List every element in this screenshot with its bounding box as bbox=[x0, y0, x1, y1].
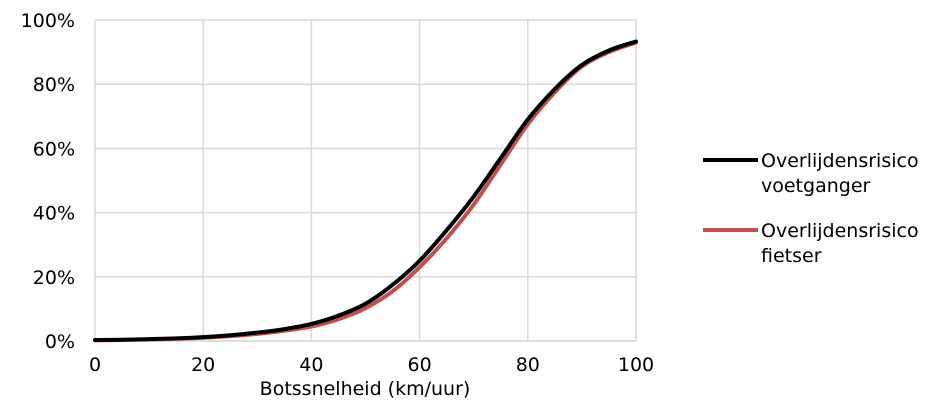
legend-item-fietser: Overlijdensrisico fietser bbox=[703, 220, 919, 267]
legend-item-voetganger: Overlijdensrisico voetganger bbox=[703, 150, 919, 197]
tick-labels: 0% 20% 40% 60% 80% 100% 0 20 40 60 80 100 bbox=[21, 10, 654, 376]
legend: OverlijdensrisicovoetgangerOverlijdensri… bbox=[703, 150, 919, 267]
x-tick-label: 80 bbox=[516, 354, 540, 376]
legend-label: voetganger bbox=[761, 175, 871, 197]
x-tick-label: 40 bbox=[299, 354, 323, 376]
x-tick-label: 0 bbox=[89, 354, 101, 376]
series-lines bbox=[93, 39, 638, 343]
y-tick-label: 100% bbox=[21, 10, 75, 32]
series-line-voetganger bbox=[93, 39, 638, 343]
y-tick-label: 40% bbox=[33, 203, 75, 225]
x-tick-label: 60 bbox=[408, 354, 432, 376]
y-tick-label: 60% bbox=[33, 138, 75, 160]
gridlines bbox=[94, 19, 637, 342]
legend-label: Overlijdensrisico bbox=[761, 220, 919, 242]
y-tick-label: 0% bbox=[45, 331, 75, 353]
x-tick-label: 20 bbox=[191, 354, 215, 376]
y-tick-label: 80% bbox=[33, 74, 75, 96]
legend-label: Overlijdensrisico bbox=[761, 150, 919, 172]
legend-label: fietser bbox=[761, 245, 822, 267]
x-axis-title: Botssnelheid (km/uur) bbox=[260, 378, 471, 400]
x-tick-label: 100 bbox=[618, 354, 654, 376]
y-tick-label: 20% bbox=[33, 267, 75, 289]
